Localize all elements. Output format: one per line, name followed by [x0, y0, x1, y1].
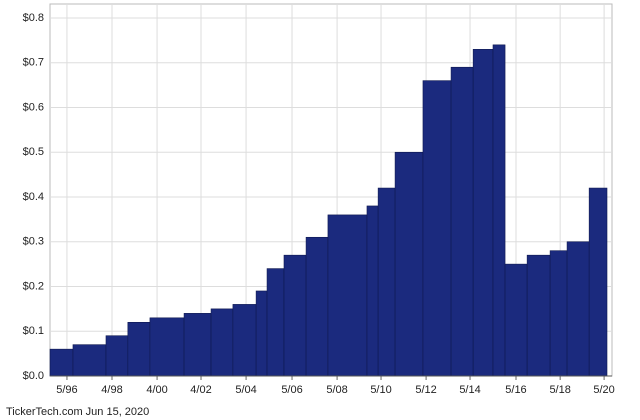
bar [422, 80, 452, 377]
x-tick-label: 5/96 [56, 384, 77, 396]
bar [149, 317, 185, 377]
x-tick-label: 5/06 [281, 384, 302, 396]
bar [210, 308, 234, 377]
bar [283, 254, 307, 377]
y-tick-label: $0.7 [23, 57, 44, 69]
bar [504, 263, 528, 377]
bar [49, 348, 74, 377]
y-tick-label: $0.1 [23, 325, 44, 337]
x-tick-label: 4/98 [101, 384, 122, 396]
x-tick-label: 5/10 [370, 384, 391, 396]
y-tick-label: $0.0 [23, 370, 44, 382]
bar [105, 335, 129, 377]
y-tick-label: $0.2 [23, 280, 44, 292]
y-tick-label: $0.8 [23, 12, 44, 24]
bar [526, 254, 551, 377]
source-note: TickerTech.com Jun 15, 2020 [6, 406, 149, 418]
bar [377, 187, 396, 377]
bar [549, 250, 568, 377]
x-tick-label: 5/12 [415, 384, 436, 396]
y-tick-label: $0.3 [23, 236, 44, 248]
x-tick-label: 4/00 [146, 384, 167, 396]
bar [266, 268, 285, 377]
bar [450, 66, 474, 377]
x-tick-label: 5/08 [326, 384, 347, 396]
x-tick-label: 5/16 [505, 384, 526, 396]
x-tick-label: 5/18 [549, 384, 570, 396]
bar [588, 187, 608, 377]
y-tick-label: $0.5 [23, 146, 44, 158]
bar [72, 344, 107, 377]
x-tick-label: 4/02 [190, 384, 211, 396]
x-tick-label: 5/04 [235, 384, 256, 396]
bar [472, 49, 494, 377]
bar [255, 290, 268, 377]
bar [327, 214, 368, 377]
y-tick-label: $0.6 [23, 101, 44, 113]
bar [394, 151, 424, 377]
x-tick-label: 5/14 [459, 384, 480, 396]
bar [305, 236, 329, 377]
bar [492, 44, 506, 377]
y-tick-label: $0.4 [23, 191, 44, 203]
bar [183, 313, 212, 377]
x-tick-label: 5/20 [593, 384, 614, 396]
bar [232, 304, 257, 377]
bar [127, 321, 151, 377]
bar [566, 241, 590, 377]
bar [366, 205, 379, 377]
